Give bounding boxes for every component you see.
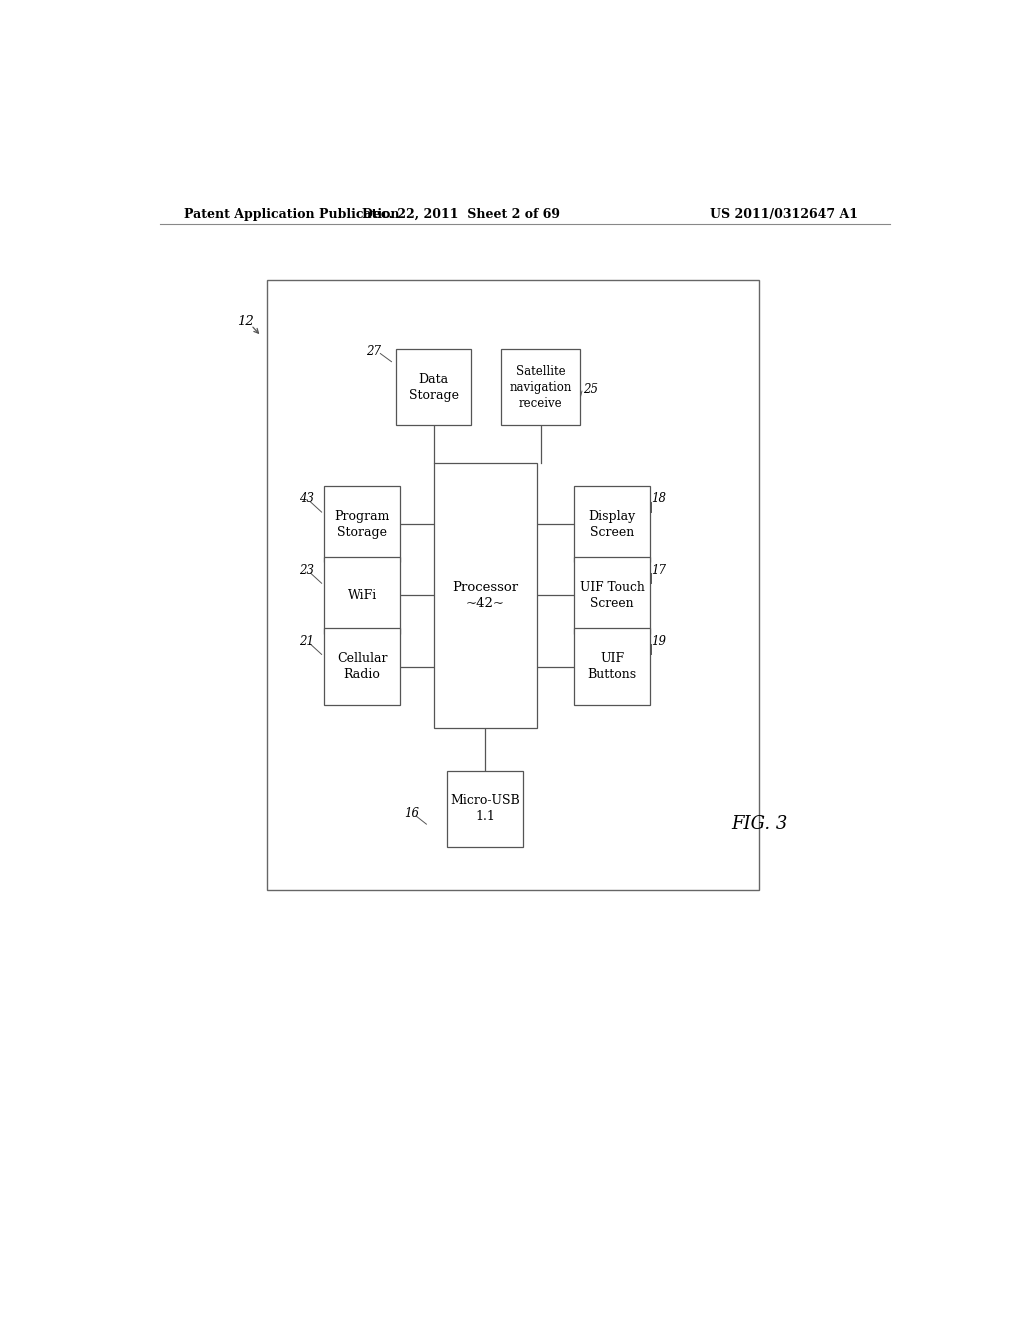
Text: 27: 27 [367,345,381,358]
Text: Display
Screen: Display Screen [589,510,636,539]
Text: US 2011/0312647 A1: US 2011/0312647 A1 [710,207,858,220]
Text: FIG. 3: FIG. 3 [731,816,787,833]
Bar [325,486,399,562]
Text: 19: 19 [651,635,666,648]
Text: 25: 25 [583,383,598,396]
Bar [433,463,537,727]
Text: WiFi: WiFi [347,589,377,602]
Text: Patent Application Publication: Patent Application Publication [183,207,399,220]
Text: 21: 21 [299,635,313,648]
Text: 16: 16 [404,808,419,821]
Bar [574,628,650,705]
Text: 12: 12 [238,314,254,327]
Bar [267,280,759,890]
Text: 18: 18 [651,492,666,506]
Bar [447,771,523,847]
Text: Satellite
navigation
receive: Satellite navigation receive [510,364,571,409]
Text: Dec. 22, 2011  Sheet 2 of 69: Dec. 22, 2011 Sheet 2 of 69 [362,207,560,220]
Bar [325,557,399,634]
Text: 23: 23 [299,564,313,577]
Text: Processor
~42~: Processor ~42~ [452,581,518,610]
Text: 17: 17 [651,564,666,577]
Bar [325,628,399,705]
Bar [574,486,650,562]
Text: Program
Storage: Program Storage [335,510,390,539]
Bar [574,557,650,634]
Text: Micro-USB
1.1: Micro-USB 1.1 [451,795,520,824]
Text: 43: 43 [299,492,313,506]
Text: UIF
Buttons: UIF Buttons [588,652,637,681]
Bar [501,348,581,425]
Text: Data
Storage: Data Storage [409,372,459,401]
Text: Cellular
Radio: Cellular Radio [337,652,387,681]
Bar [396,348,471,425]
Text: UIF Touch
Screen: UIF Touch Screen [580,581,644,610]
